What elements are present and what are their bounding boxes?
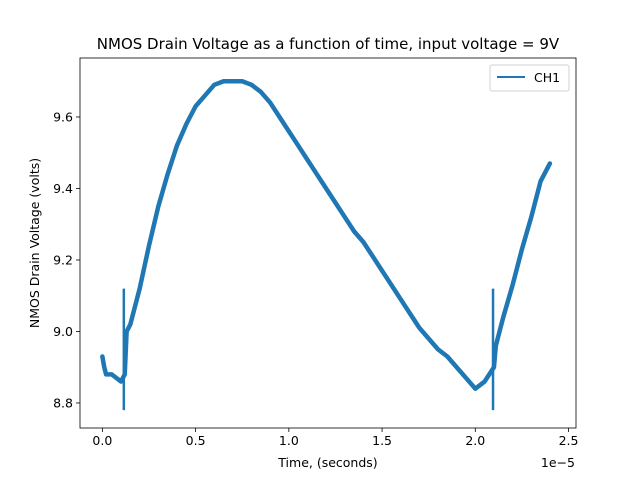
y-tick-label: 9.6 bbox=[53, 109, 73, 124]
legend-label: CH1 bbox=[534, 70, 560, 85]
series-line-ch1 bbox=[100, 78, 553, 391]
x-tick-label: 0.5 bbox=[186, 433, 206, 448]
x-tick-label: 1.5 bbox=[372, 433, 392, 448]
x-tick-label: 2.5 bbox=[559, 433, 579, 448]
y-tick-label: 8.8 bbox=[53, 395, 73, 410]
y-axis-label: NMOS Drain Voltage (volts) bbox=[27, 158, 42, 328]
y-tick-label: 9.4 bbox=[53, 181, 73, 196]
x-tick-label: 2.0 bbox=[465, 433, 485, 448]
y-tick-label: 9.0 bbox=[53, 324, 73, 339]
chart-title: NMOS Drain Voltage as a function of time… bbox=[97, 35, 560, 53]
x-scale-offset-label: 1e−5 bbox=[541, 455, 575, 470]
x-axis: 0.0 0.5 1.0 1.5 2.0 2.5 bbox=[92, 428, 578, 448]
x-tick-label: 1.0 bbox=[279, 433, 299, 448]
legend-box bbox=[489, 64, 570, 92]
y-tick-label: 9.2 bbox=[53, 252, 73, 267]
x-tick-label: 0.0 bbox=[92, 433, 112, 448]
x-axis-label: Time, (seconds) bbox=[277, 455, 377, 470]
legend: CH1 bbox=[489, 64, 570, 92]
y-axis: 8.8 9.0 9.2 9.4 9.6 bbox=[53, 109, 80, 410]
plot-area bbox=[100, 78, 553, 411]
plot-frame bbox=[79, 57, 577, 429]
